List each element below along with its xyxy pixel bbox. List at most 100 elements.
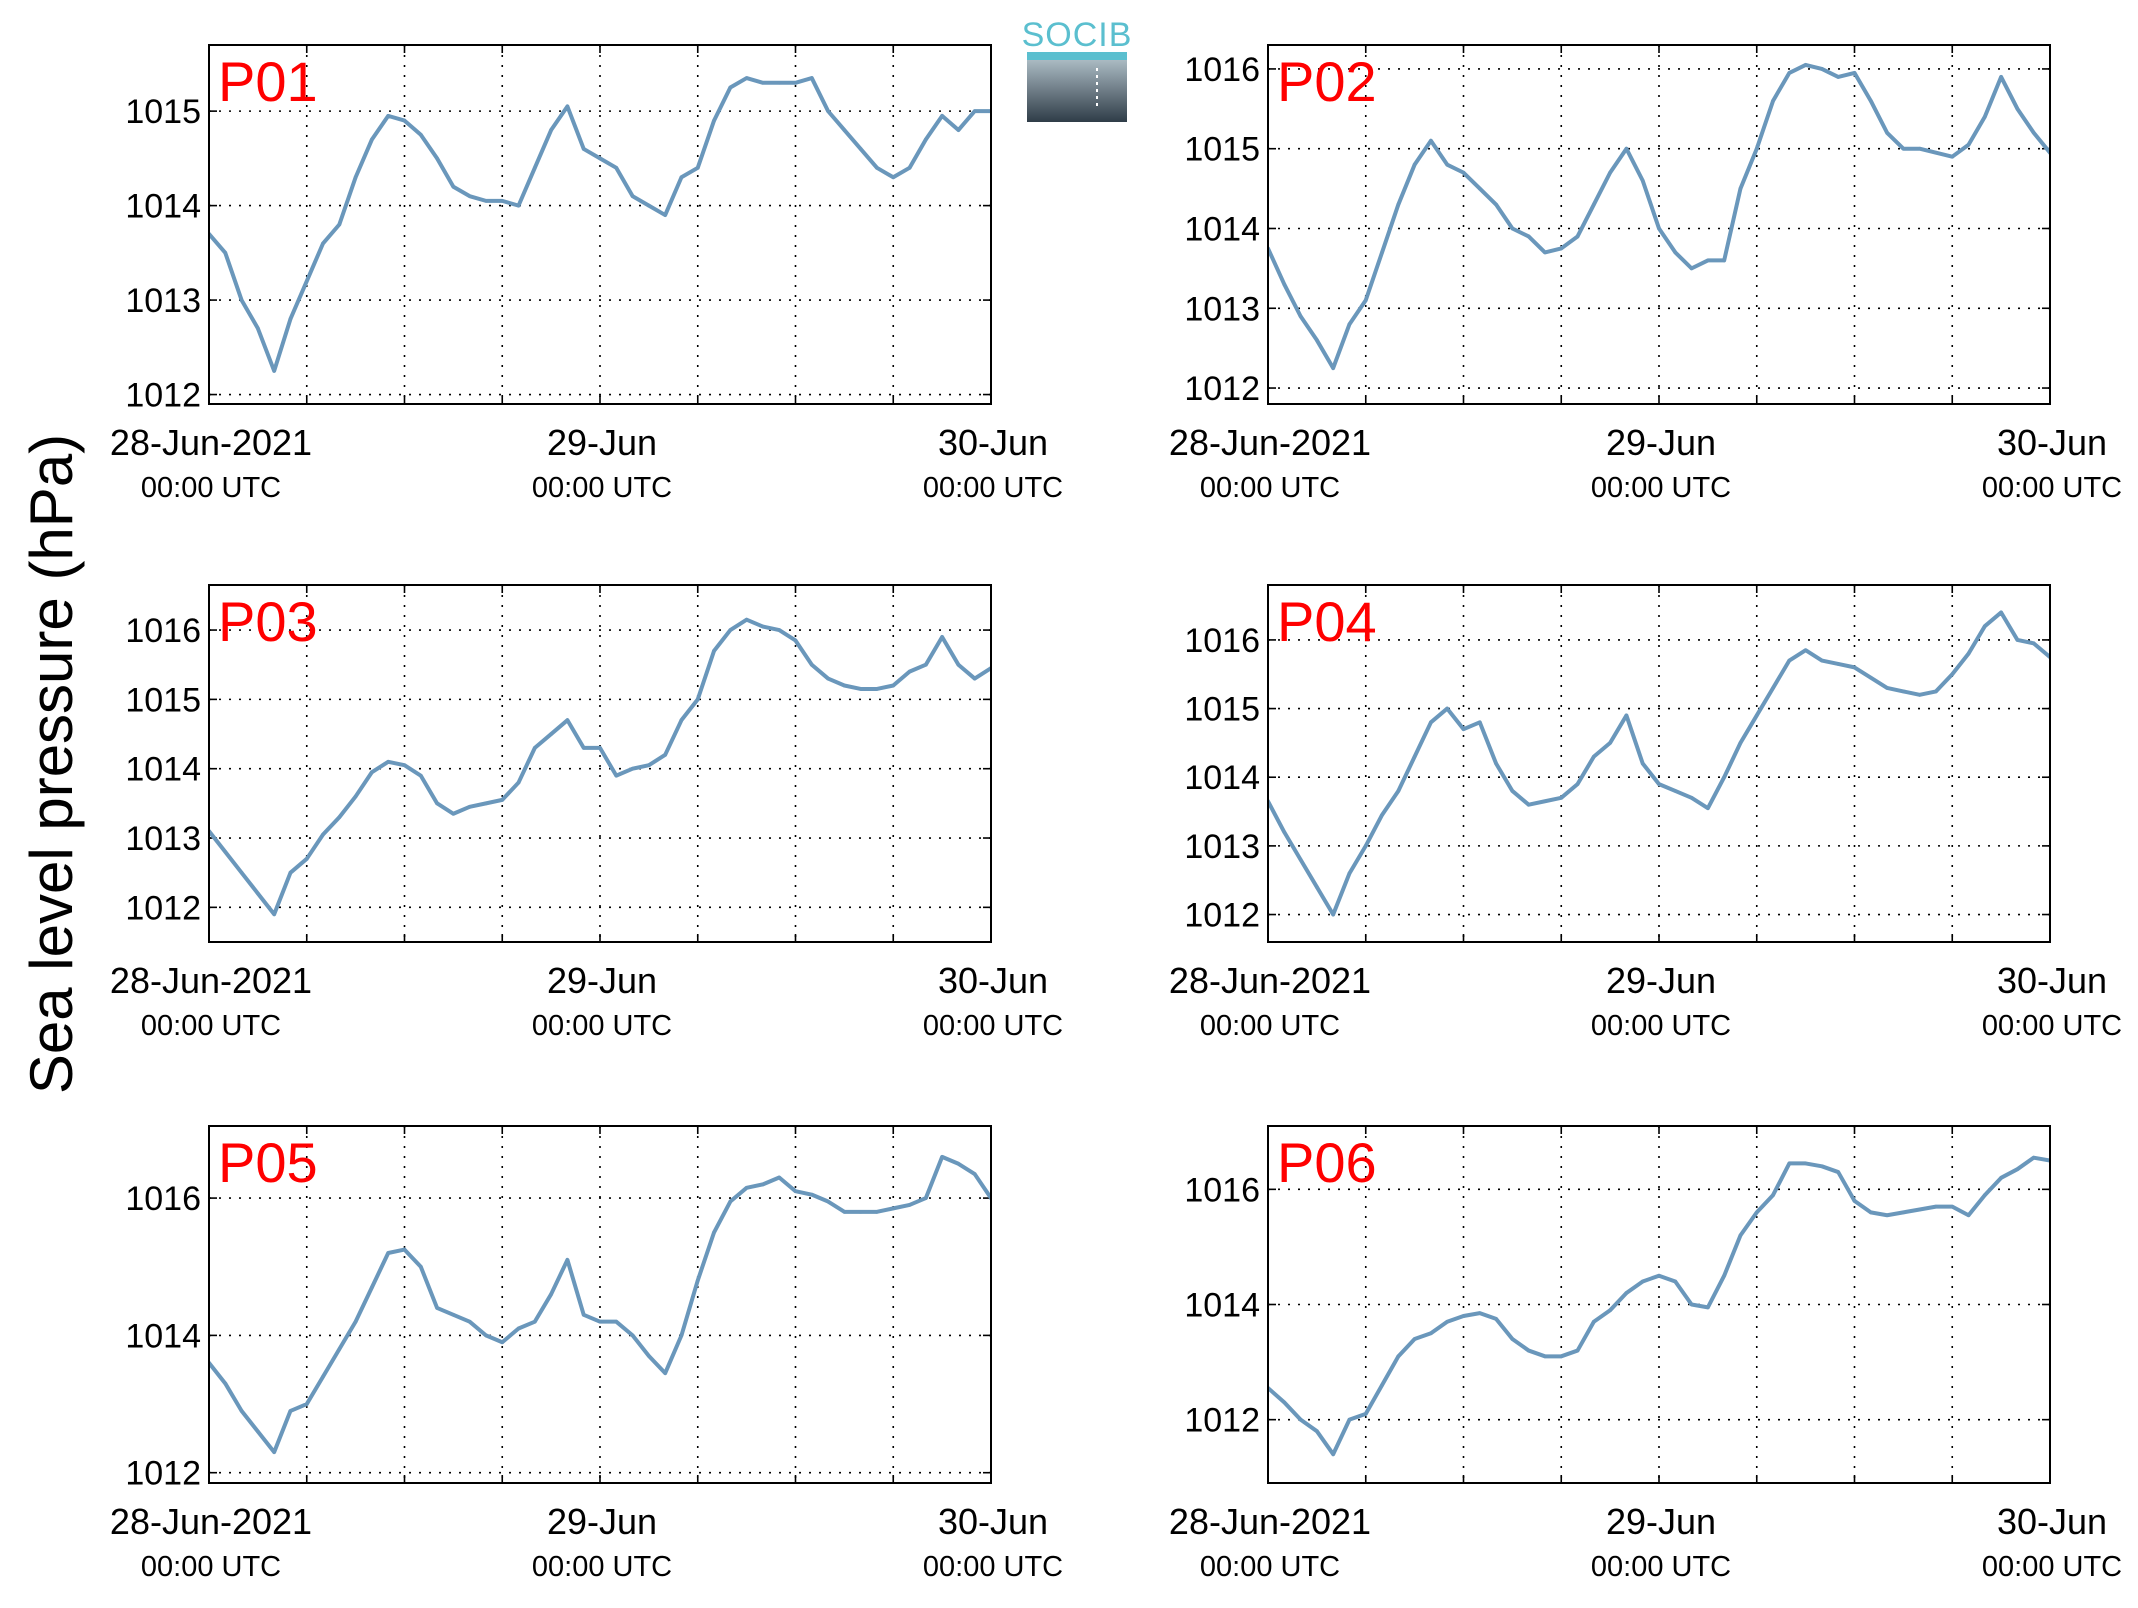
- data-point: [630, 766, 635, 771]
- data-point: [826, 109, 830, 113]
- data-point: [256, 891, 260, 896]
- data-point: [223, 1381, 228, 1386]
- data-point: [858, 147, 863, 151]
- y-tick-label: 1012: [1184, 897, 1260, 935]
- data-point: [940, 1155, 944, 1159]
- data-point: [1706, 258, 1710, 263]
- data-point: [516, 780, 521, 785]
- data-point: [777, 1175, 782, 1180]
- data-point: [1722, 258, 1726, 263]
- y-tick-label: 1016: [1184, 1171, 1260, 1209]
- data-point: [1624, 1291, 1629, 1295]
- data-point: [630, 1333, 635, 1338]
- data-point: [1803, 648, 1808, 653]
- data-point: [1966, 142, 1971, 147]
- data-point: [614, 1319, 619, 1324]
- data-point: [1950, 1204, 1955, 1209]
- data-point: [842, 683, 847, 688]
- y-tick-label: 1012: [125, 1455, 201, 1493]
- data-point: [1917, 693, 1922, 697]
- data-point: [549, 128, 553, 132]
- x-tick-label: 28-Jun-2021: [110, 960, 312, 1001]
- x-tick-sublabel: 00:00 UTC: [1591, 472, 1731, 504]
- data-point: [1771, 1193, 1775, 1197]
- data-point: [875, 1210, 879, 1214]
- data-point: [598, 746, 602, 750]
- data-point: [581, 1312, 586, 1317]
- data-point: [891, 683, 896, 688]
- x-tick-label: 30-Jun: [1997, 422, 2107, 463]
- data-point: [1396, 1354, 1401, 1359]
- data-point: [679, 718, 684, 722]
- data-point: [1331, 1452, 1335, 1457]
- data-point: [1885, 1213, 1889, 1218]
- data-point: [418, 773, 423, 778]
- data-point: [907, 166, 912, 170]
- data-point: [761, 80, 765, 85]
- data-point: [581, 746, 586, 750]
- data-point: [695, 166, 700, 170]
- data-point: [1852, 71, 1857, 75]
- data-point: [679, 1333, 684, 1338]
- data-point: [549, 732, 553, 736]
- data-point: [1803, 63, 1808, 67]
- y-tick-label: 1012: [1184, 1402, 1260, 1440]
- x-tick-sublabel: 00:00 UTC: [1982, 472, 2122, 504]
- data-point: [304, 279, 309, 283]
- data-point: [663, 1371, 667, 1375]
- data-point: [402, 1247, 407, 1252]
- chart-panel-p02: 1012 1013 1014 1015 1016 28-Jun-2021 00:00 UTC…: [1169, 44, 2122, 504]
- data-point: [1412, 162, 1417, 167]
- data-point: [1868, 99, 1873, 103]
- data-point: [1836, 75, 1841, 79]
- data-point: [1901, 146, 1906, 151]
- data-point: [1983, 115, 1987, 119]
- data-point: [288, 870, 293, 875]
- data-point: [1820, 658, 1824, 663]
- data-point: [1461, 1314, 1466, 1318]
- data-point: [1640, 178, 1645, 183]
- x-tick-sublabel: 00:00 UTC: [532, 1010, 672, 1042]
- data-point: [1657, 226, 1661, 231]
- data-point: [1347, 1417, 1352, 1422]
- x-tick-sublabel: 00:00 UTC: [1982, 1551, 2122, 1583]
- data-point: [1950, 154, 1955, 159]
- data-point: [1673, 789, 1678, 793]
- data-point: [1901, 1210, 1906, 1215]
- data-point: [418, 1264, 423, 1269]
- data-point: [1510, 789, 1515, 793]
- y-tick-label: 1016: [1184, 622, 1260, 660]
- data-point: [1510, 226, 1515, 231]
- x-tick-label: 30-Jun: [938, 1501, 1048, 1542]
- data-point: [1689, 266, 1694, 271]
- y-tick-label: 1013: [125, 282, 201, 320]
- data-point: [1380, 250, 1384, 255]
- data-point: [695, 1278, 700, 1283]
- data-point: [272, 912, 276, 917]
- data-point: [533, 166, 537, 170]
- data-point: [581, 147, 586, 151]
- data-point: [565, 718, 570, 722]
- x-tick-sublabel: 00:00 UTC: [141, 1010, 281, 1042]
- data-point: [1429, 138, 1433, 143]
- data-point: [761, 1182, 765, 1187]
- data-point: [1559, 796, 1564, 800]
- data-point: [777, 628, 782, 632]
- x-tick-label: 28-Jun-2021: [110, 1501, 312, 1542]
- data-point: [940, 635, 944, 639]
- data-point: [1885, 686, 1889, 690]
- data-point: [647, 203, 651, 208]
- data-point: [353, 175, 358, 180]
- data-point: [1771, 99, 1775, 103]
- data-point: [321, 1374, 325, 1379]
- data-point: [1510, 1337, 1515, 1341]
- data-point: [1706, 806, 1710, 810]
- data-point: [1722, 1273, 1726, 1278]
- data-point: [223, 850, 228, 854]
- x-tick-sublabel: 00:00 UTC: [1200, 1010, 1340, 1042]
- data-point: [1396, 202, 1401, 207]
- x-tick-label: 30-Jun: [938, 960, 1048, 1001]
- x-tick-sublabel: 00:00 UTC: [141, 1551, 281, 1583]
- data-point: [549, 1292, 553, 1297]
- data-point: [1477, 720, 1482, 725]
